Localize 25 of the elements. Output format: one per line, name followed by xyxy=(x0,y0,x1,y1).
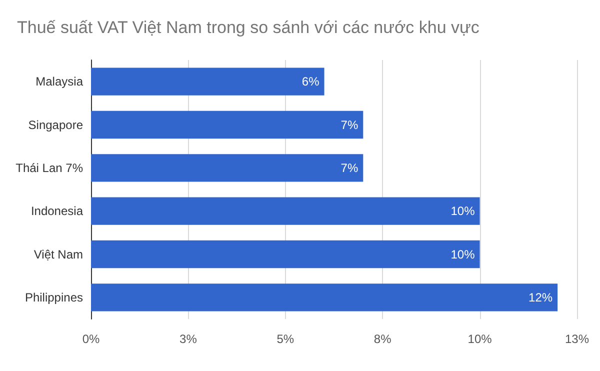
bar xyxy=(91,154,364,182)
y-tick-label: Indonesia xyxy=(30,204,84,218)
bar xyxy=(91,110,364,139)
bar xyxy=(91,284,558,312)
data-label: 10% xyxy=(450,247,476,262)
y-tick-label: Philippines xyxy=(24,290,83,304)
data-label: 7% xyxy=(340,118,358,132)
data-label: 6% xyxy=(302,74,320,89)
y-tick-label: Thái Lan 7% xyxy=(16,160,84,175)
y-tick-label: Malaysia xyxy=(36,74,84,89)
y-tick-label: Việt Nam xyxy=(34,247,83,262)
x-tick-label: 8% xyxy=(374,332,392,346)
data-label: 10% xyxy=(450,204,476,218)
chart-title: Thuế suất VAT Việt Nam trong so sánh với các nước khu vực xyxy=(17,18,480,37)
x-tick-label: 10% xyxy=(468,332,492,346)
x-tick-label: 13% xyxy=(564,332,590,346)
x-tick-label: 3% xyxy=(180,332,198,346)
y-tick-label: Singapore xyxy=(28,118,84,132)
bar xyxy=(91,197,480,225)
data-label: 12% xyxy=(528,290,553,304)
x-tick-label: 5% xyxy=(276,332,294,346)
x-tick-label: 0% xyxy=(82,332,100,346)
bar xyxy=(91,68,324,96)
data-label: 7% xyxy=(340,160,358,175)
bar xyxy=(91,240,480,268)
